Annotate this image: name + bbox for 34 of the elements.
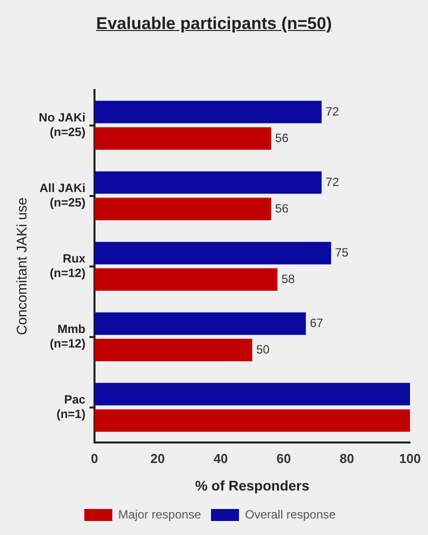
y-tick-label: Rux (n=12) <box>50 251 86 280</box>
y-axis-title: Concomitant JAKi use <box>13 197 30 336</box>
bar <box>94 338 252 362</box>
x-tick-label: 80 <box>340 450 354 466</box>
data-label: 56 <box>275 201 289 216</box>
data-label: 75 <box>335 245 349 260</box>
y-tick-label: No JAKi (n=25) <box>38 110 86 139</box>
x-tick-label: 40 <box>213 450 228 466</box>
data-label: 72 <box>326 104 340 118</box>
bar <box>94 312 306 335</box>
y-tick-label: All JAKi (n=25) <box>39 180 86 210</box>
y-tick-label: Mmb (n=12) <box>50 322 86 350</box>
data-label: 58 <box>281 272 296 286</box>
data-label: 67 <box>310 316 324 330</box>
bar <box>94 268 278 291</box>
data-label: 50 <box>256 342 270 356</box>
chart-title: Evaluable participants (n=50) <box>95 14 333 34</box>
data-label: 56 <box>275 130 289 145</box>
x-tick-label: 100 <box>399 450 421 466</box>
bar <box>94 198 272 220</box>
legend-label: Major response <box>118 507 202 522</box>
bar <box>94 382 410 406</box>
legend-label: Overall response <box>245 507 336 522</box>
x-tick-label: 20 <box>150 450 165 466</box>
bar <box>94 242 332 264</box>
bar <box>94 409 410 432</box>
x-axis-title: % of Responders <box>195 477 310 494</box>
y-tick-label: Pac (n=1) <box>56 392 86 421</box>
data-label: 72 <box>326 174 340 189</box>
bar <box>94 171 322 194</box>
x-tick-label: 0 <box>90 450 98 466</box>
x-tick-label: 60 <box>276 450 292 466</box>
bar <box>94 127 272 150</box>
bar <box>94 100 322 124</box>
